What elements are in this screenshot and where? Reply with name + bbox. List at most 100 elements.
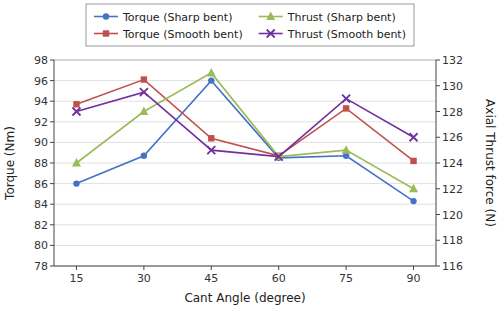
legend-label: Thrust (Smooth bent) bbox=[287, 28, 406, 41]
y-tick-label: 82 bbox=[34, 219, 48, 232]
y2-tick bbox=[436, 214, 440, 215]
y2-tick bbox=[436, 163, 440, 164]
y-axis-label: Torque (Nm) bbox=[3, 126, 17, 201]
series-line bbox=[76, 81, 413, 202]
frame-top bbox=[54, 60, 436, 61]
y-tick-label: 80 bbox=[34, 239, 48, 252]
point bbox=[141, 76, 147, 82]
point bbox=[72, 108, 80, 116]
point bbox=[139, 107, 148, 116]
point bbox=[141, 153, 147, 159]
axes: 1530456075907880828486889092949698116118… bbox=[34, 54, 463, 285]
y-tick bbox=[50, 183, 54, 184]
grid-line bbox=[54, 163, 436, 164]
x-tick bbox=[143, 266, 144, 270]
grid-line bbox=[54, 245, 436, 246]
point bbox=[140, 88, 148, 96]
series-line bbox=[76, 80, 413, 161]
x-tick-label: 90 bbox=[407, 272, 421, 285]
y2-tick-label: 126 bbox=[442, 131, 463, 144]
y2-tick bbox=[436, 266, 440, 267]
y2-tick-label: 116 bbox=[442, 260, 463, 273]
point bbox=[73, 101, 79, 107]
y-tick-label: 98 bbox=[34, 54, 48, 67]
y-tick-label: 90 bbox=[34, 136, 48, 149]
grid-line bbox=[54, 266, 436, 267]
y2-tick bbox=[436, 188, 440, 189]
y2-tick-label: 122 bbox=[442, 183, 463, 196]
y2-axis-label: Axial Thrust force (N) bbox=[483, 99, 497, 227]
x-axis-label: Cant Angle (degree) bbox=[184, 291, 305, 305]
y2-tick-label: 132 bbox=[442, 54, 463, 67]
y2-tick bbox=[436, 111, 440, 112]
legend: Torque (Sharp bent)Torque (Smooth bent)T… bbox=[86, 4, 414, 46]
y-tick-label: 88 bbox=[34, 157, 48, 170]
grid-line bbox=[54, 224, 436, 225]
grid-line bbox=[54, 60, 436, 61]
y2-tick-label: 124 bbox=[442, 157, 463, 170]
legend-marker bbox=[103, 30, 109, 36]
y2-tick-label: 118 bbox=[442, 234, 463, 247]
y2-tick-label: 130 bbox=[442, 80, 463, 93]
x-tick bbox=[413, 266, 414, 270]
legend-marker bbox=[267, 30, 275, 38]
point bbox=[208, 77, 214, 83]
legend-label: Thrust (Sharp bent) bbox=[287, 11, 396, 24]
y2-tick-label: 128 bbox=[442, 106, 463, 119]
y2-tick bbox=[436, 60, 440, 61]
x-tick bbox=[211, 266, 212, 270]
y-tick-label: 84 bbox=[34, 198, 48, 211]
point bbox=[410, 158, 416, 164]
grid-line bbox=[54, 121, 436, 122]
point bbox=[410, 133, 418, 141]
y-tick bbox=[50, 224, 54, 225]
x-tick-label: 60 bbox=[272, 272, 286, 285]
grid-line bbox=[54, 183, 436, 184]
y-tick-label: 78 bbox=[34, 260, 48, 273]
x-tick-label: 30 bbox=[137, 272, 151, 285]
y-tick bbox=[50, 204, 54, 205]
legend-label: Torque (Smooth bent) bbox=[122, 28, 243, 41]
point bbox=[275, 153, 283, 161]
y-tick-label: 86 bbox=[34, 178, 48, 191]
point bbox=[208, 135, 214, 141]
y-tick bbox=[50, 121, 54, 122]
chart: 1530456075907880828486889092949698116118… bbox=[0, 0, 500, 317]
y-tick-label: 94 bbox=[34, 95, 48, 108]
point bbox=[410, 198, 416, 204]
x-tick bbox=[278, 266, 279, 270]
x-tick-label: 75 bbox=[339, 272, 353, 285]
point bbox=[343, 105, 349, 111]
y2-tick-label: 120 bbox=[442, 209, 463, 222]
y-tick bbox=[50, 266, 54, 267]
x-tick-label: 15 bbox=[69, 272, 83, 285]
point bbox=[342, 95, 350, 103]
y-tick bbox=[50, 80, 54, 81]
y-tick bbox=[50, 101, 54, 102]
point bbox=[73, 180, 79, 186]
legend-marker bbox=[103, 13, 109, 19]
point bbox=[207, 146, 215, 154]
y2-tick bbox=[436, 240, 440, 241]
series-line bbox=[76, 73, 413, 189]
legend-marker bbox=[266, 12, 275, 21]
y-tick bbox=[50, 245, 54, 246]
grid-line bbox=[54, 80, 436, 81]
y-tick-label: 96 bbox=[34, 75, 48, 88]
y-tick-label: 92 bbox=[34, 116, 48, 129]
series-line bbox=[76, 92, 413, 156]
x-axis-line bbox=[54, 266, 436, 267]
y-tick bbox=[50, 60, 54, 61]
y-tick bbox=[50, 163, 54, 164]
grid-line bbox=[54, 142, 436, 143]
x-tick bbox=[346, 266, 347, 270]
legend-box bbox=[86, 4, 414, 46]
y2-tick bbox=[436, 85, 440, 86]
point bbox=[207, 68, 216, 77]
grid bbox=[54, 60, 436, 266]
point bbox=[72, 158, 81, 167]
point bbox=[342, 145, 351, 154]
grid-line bbox=[54, 204, 436, 205]
y-tick bbox=[50, 142, 54, 143]
x-tick bbox=[76, 266, 77, 270]
